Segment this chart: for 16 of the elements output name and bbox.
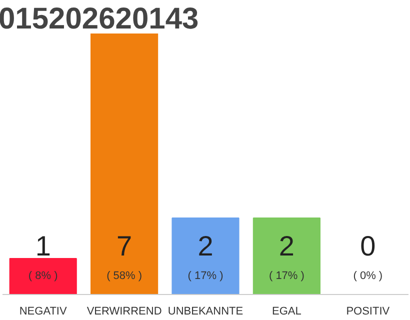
data-label: ( 17% ) (188, 270, 224, 282)
annotation: 2 (198, 230, 214, 262)
x-tick-label: NEGATIV (19, 306, 68, 318)
data-label: ( 0% ) (353, 270, 383, 282)
annotation: 0 (360, 230, 376, 262)
annotation: 1 (35, 230, 51, 262)
x-tick-label: UNBEKANNTE (168, 306, 244, 318)
data-label: ( 58% ) (106, 270, 142, 282)
annotation: 7 (116, 230, 132, 262)
x-tick-label: EGAL (272, 306, 302, 318)
annotation: 2 (278, 230, 294, 262)
x-tick-label: VERWIRREND (86, 306, 162, 318)
x-tick-label: POSITIV (346, 306, 390, 318)
chart-title: 015202620143 (0, 2, 199, 36)
data-label: ( 8% ) (28, 270, 58, 282)
data-label: ( 17% ) (268, 270, 304, 282)
